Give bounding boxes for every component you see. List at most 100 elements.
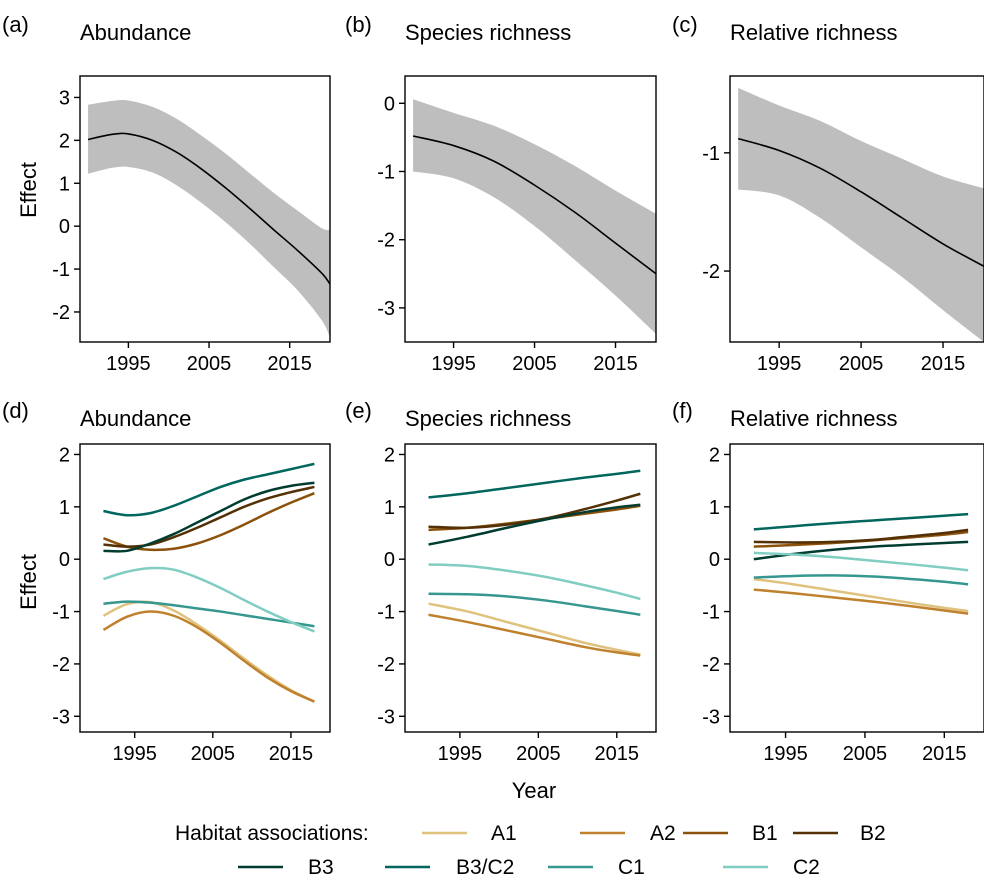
y-tick-label-d: 0 xyxy=(59,549,70,571)
y-tick-label-b: -2 xyxy=(377,230,395,252)
ci-band-b xyxy=(413,99,656,334)
x-tick-label-c: 1995 xyxy=(757,353,802,375)
series-line-c-fit xyxy=(737,137,984,268)
x-tick-label-c: 2005 xyxy=(839,353,884,375)
series-line-d-c2 xyxy=(103,566,315,633)
series-line-d-b3 xyxy=(103,481,315,553)
y-tick-label-a: -2 xyxy=(52,302,70,324)
panels-layer: -2 -1 0 1 2 3 1995 2005 2015 (a) Abundance -3 -2 -1 0 1… xyxy=(2,12,984,765)
x-tick-label-d: 1995 xyxy=(112,743,157,765)
series-line-e-a2 xyxy=(428,613,641,657)
x-tick-label-d: 2015 xyxy=(269,743,314,765)
plot-area-d xyxy=(102,462,315,703)
series-line-f-c1 xyxy=(753,574,969,586)
panel-label-f: (f) xyxy=(672,398,693,423)
plot-frame-c xyxy=(729,75,984,343)
x-tick-label-d: 2005 xyxy=(191,743,236,765)
panel-b: -3 -2 -1 0 1995 2005 2015 (b) Species richness xyxy=(345,12,657,375)
series-line-d-b2 xyxy=(103,485,315,548)
x-tick-label-b: 2015 xyxy=(593,353,638,375)
plot-area-e xyxy=(428,469,641,657)
y-tick-label-d: -1 xyxy=(52,602,70,624)
panel-label-e: (e) xyxy=(345,398,372,423)
x-tick-label-f: 1995 xyxy=(763,743,808,765)
series-line-d-c1 xyxy=(103,600,315,628)
x-tick-label-a: 2015 xyxy=(267,353,312,375)
series-line-e-c2 xyxy=(428,563,641,601)
y-tick-label-e: 0 xyxy=(384,549,395,571)
panel-title-d: Abundance xyxy=(80,406,191,431)
series-line-f-a2 xyxy=(753,588,969,615)
panel-title-a: Abundance xyxy=(80,20,191,45)
panel-e: -3 -2 -1 0 1 2 1995 2005 2015 (e) Species richness xyxy=(345,398,657,765)
plot-frame-a xyxy=(79,75,331,343)
legend-label-a1: A1 xyxy=(491,822,517,845)
series-line-e-b3c2 xyxy=(428,469,641,499)
panel-d: -3 -2 -1 0 1 2 1995 2005 2015 (d) Abundance xyxy=(2,398,331,765)
panel-label-b: (b) xyxy=(345,12,372,37)
x-axis-title: Year xyxy=(512,778,556,803)
legend: Habitat associations: A1 A2 B1 B2 B3 B3/… xyxy=(175,822,886,878)
y-tick-label-a: 0 xyxy=(59,216,70,238)
plot-frame-e xyxy=(404,443,657,733)
panel-label-a: (a) xyxy=(2,12,29,37)
series-line-d-b3c2 xyxy=(103,462,315,517)
y-tick-label-a: 3 xyxy=(59,87,70,109)
panel-title-e: Species richness xyxy=(405,406,571,431)
plot-area-f xyxy=(753,512,969,615)
y-tick-label-e: 1 xyxy=(384,497,395,519)
y-tick-label-f: 0 xyxy=(709,549,720,571)
panel-title-c: Relative richness xyxy=(730,20,898,45)
panel-f: -3 -2 -1 0 1 2 1995 2005 2015 (f) Relative richnes… xyxy=(672,398,984,765)
series-line-f-a1 xyxy=(753,577,969,613)
x-tick-label-a: 2005 xyxy=(187,353,232,375)
ci-band-c xyxy=(738,87,984,342)
y-tick-label-d: -2 xyxy=(52,654,70,676)
y-tick-label-d: -3 xyxy=(52,706,70,728)
series-line-d-a2 xyxy=(102,610,315,703)
y-tick-label-d: 2 xyxy=(59,444,70,466)
x-tick-label-a: 1995 xyxy=(106,353,151,375)
x-tick-label-e: 2005 xyxy=(516,743,561,765)
legend-label-b3c2: B3/C2 xyxy=(456,856,514,878)
y-tick-label-a: 1 xyxy=(59,173,70,195)
panel-c: -2 -1 1995 2005 2015 (c) Relative richness xyxy=(672,12,984,375)
legend-label-b1: B1 xyxy=(752,822,778,845)
y-tick-label-d: 1 xyxy=(59,497,70,519)
ci-band-a xyxy=(88,99,330,338)
y-tick-label-e: -1 xyxy=(377,602,395,624)
series-line-b-fit xyxy=(412,135,656,275)
legend-label-b2: B2 xyxy=(860,822,886,845)
y-axis-title-top: Effect xyxy=(16,162,41,218)
y-tick-label-f: 1 xyxy=(709,497,720,519)
plot-area-a xyxy=(87,99,330,338)
y-tick-label-b: 0 xyxy=(384,93,395,115)
legend-label-c1: C1 xyxy=(618,856,645,878)
legend-label-a2: A2 xyxy=(650,822,676,845)
x-tick-label-b: 1995 xyxy=(431,353,476,375)
x-tick-label-c: 2015 xyxy=(921,353,966,375)
plot-area-c xyxy=(737,87,984,342)
plot-frame-f xyxy=(729,443,984,733)
legend-label-c2: C2 xyxy=(793,856,820,878)
y-tick-label-a: 2 xyxy=(59,130,70,152)
panel-title-f: Relative richness xyxy=(730,406,898,431)
y-axis-title-bottom: Effect xyxy=(16,554,41,610)
y-tick-label-e: -3 xyxy=(377,706,395,728)
legend-title: Habitat associations: xyxy=(175,822,369,845)
x-tick-label-f: 2005 xyxy=(843,743,888,765)
y-tick-label-f: -3 xyxy=(702,706,720,728)
plot-frame-b xyxy=(404,75,657,343)
x-tick-label-b: 2005 xyxy=(512,353,557,375)
y-tick-label-c: -2 xyxy=(702,261,720,283)
y-tick-label-e: 2 xyxy=(384,444,395,466)
panel-label-d: (d) xyxy=(2,398,29,423)
y-tick-label-f: -1 xyxy=(702,602,720,624)
legend-label-b3: B3 xyxy=(308,856,334,878)
panel-title-b: Species richness xyxy=(405,20,571,45)
plot-area-b xyxy=(412,99,656,334)
series-line-e-b3 xyxy=(428,503,641,546)
y-tick-label-e: -2 xyxy=(377,654,395,676)
x-tick-label-e: 1995 xyxy=(438,743,483,765)
